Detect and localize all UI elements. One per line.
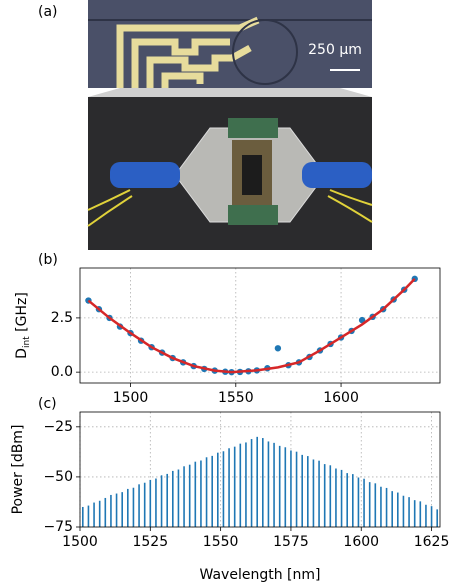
zoom-connector [88, 88, 372, 97]
data-point [358, 316, 366, 324]
x-tick-label: 1550 [203, 534, 239, 550]
chart: (b) 1500 1550 1600 0.0 2.5 Dint [GHz] [14, 252, 441, 406]
y-label-sub: int [22, 336, 32, 348]
x-axis-label: Wavelength [nm] [200, 567, 321, 583]
x-tick-label: 1550 [218, 390, 254, 406]
microscope-photo: 250 µm [88, 0, 372, 88]
chart: (c) 1500 1525 1550 1575 1600 1625 −25 −50 −75 Powe… [10, 396, 449, 583]
plot-frame [79, 267, 441, 384]
y-tick-label: −50 [43, 469, 73, 485]
x-tick-label: 1525 [132, 534, 168, 550]
x-tick-label: 1600 [323, 390, 359, 406]
panel-label: (a) [38, 4, 58, 20]
data-point [274, 345, 282, 352]
x-tick-label: 1575 [273, 534, 309, 550]
scale-bar-label: 250 µm [308, 42, 362, 58]
y-label-unit: [GHz] [14, 292, 30, 336]
panel-label: (b) [38, 252, 58, 268]
x-tick-label: 1500 [113, 390, 149, 406]
panel-label: (c) [38, 396, 57, 412]
y-axis-label: Power [dBm] [10, 425, 26, 515]
y-tick-label: −75 [43, 519, 73, 535]
setup-photo [87, 97, 373, 250]
y-axis-label: Dint [GHz] [14, 292, 32, 359]
y-tick-label: 0.0 [51, 364, 73, 380]
y-tick-label: −25 [43, 419, 73, 435]
x-tick-label: 1600 [343, 534, 379, 550]
plot-frame [79, 411, 441, 528]
y-tick-label: 2.5 [51, 310, 73, 326]
fit-line [87, 277, 416, 374]
y-label-main: D [14, 348, 30, 359]
x-tick-label: 1625 [414, 534, 450, 550]
x-tick-label: 1500 [62, 534, 98, 550]
